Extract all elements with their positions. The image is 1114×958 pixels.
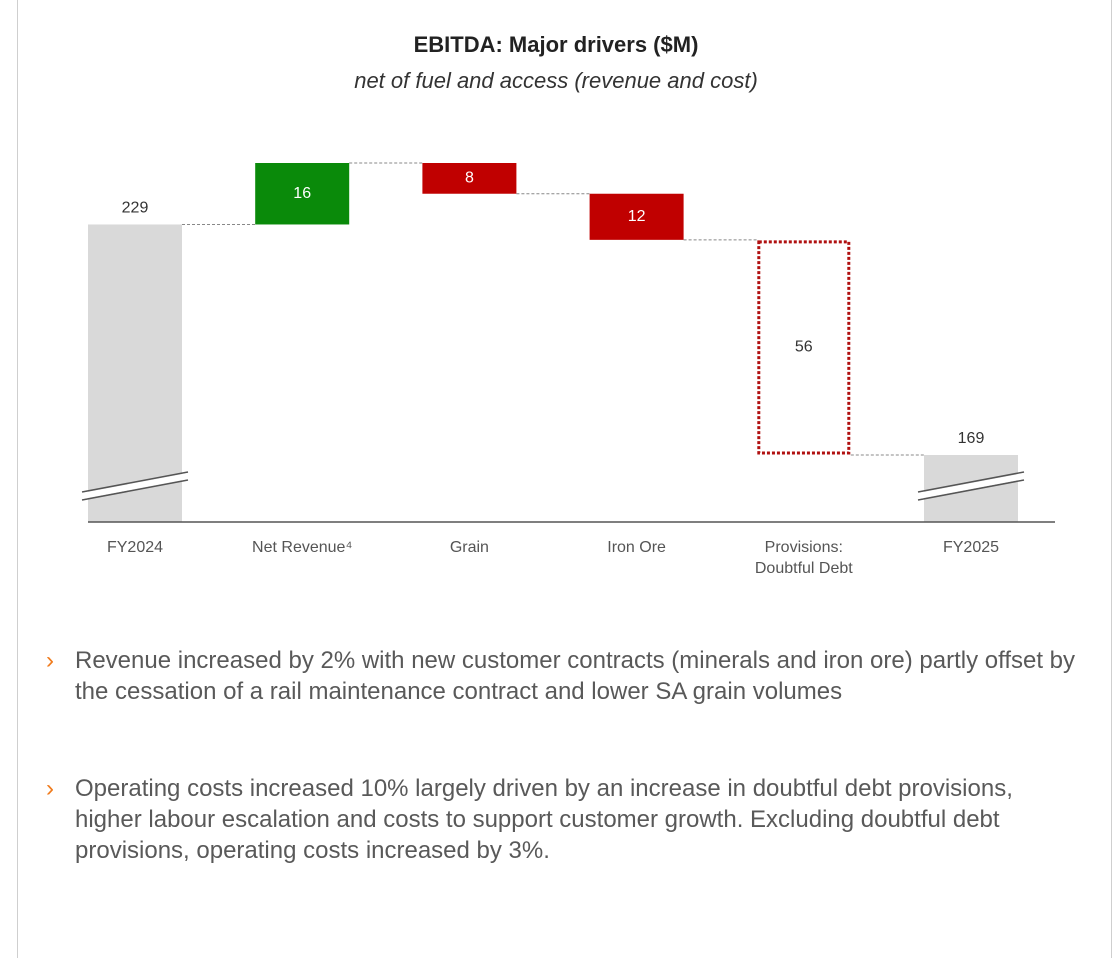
- axis-break: [81, 479, 189, 501]
- data-label: 12: [628, 208, 646, 225]
- bullet: › Operating costs increased 10% largely d…: [46, 773, 1086, 866]
- bar: [88, 224, 182, 522]
- bullet-text: Operating costs increased 10% largely dr…: [75, 775, 1013, 864]
- axis-break-gap: [918, 473, 1024, 499]
- bar: [589, 193, 684, 240]
- data-label: 169: [958, 430, 985, 447]
- axis-break-gap: [82, 473, 188, 499]
- bar: [422, 163, 517, 194]
- x-tick-label: FY2025: [942, 539, 1000, 556]
- chart-title: EBITDA: Major drivers ($M): [414, 32, 699, 57]
- bullet-marker: ›: [46, 647, 54, 674]
- axis-break: [81, 471, 189, 493]
- frame: [17, 0, 1112, 958]
- data-label: 8: [465, 170, 474, 187]
- x-tick-label: FY2024: [106, 539, 164, 556]
- axis-break: [917, 471, 1025, 493]
- x-tick-label: Net Revenue⁴: [252, 539, 353, 556]
- data-label: 229: [122, 200, 149, 217]
- x-tick-label: Iron Ore: [607, 539, 666, 556]
- x-tick-label: Grain: [449, 539, 489, 556]
- bullet-text: Revenue increased by 2% with new custome…: [75, 647, 1076, 705]
- bullet-marker: ›: [46, 775, 54, 802]
- bar: [757, 240, 851, 455]
- axis-break: [917, 479, 1025, 501]
- chart: EBITDA: Major drivers ($M) net of fuel a…: [81, 32, 1055, 523]
- data-label: 56: [795, 339, 813, 356]
- bullet: › Revenue increased by 2% with new custom…: [46, 645, 1086, 707]
- chart-subtitle: net of fuel and access (revenue and cost…: [354, 68, 758, 93]
- x-tick-label: Provisions: Doubtful Debt: [754, 539, 853, 577]
- bar: [255, 163, 350, 225]
- data-label: 16: [293, 185, 311, 202]
